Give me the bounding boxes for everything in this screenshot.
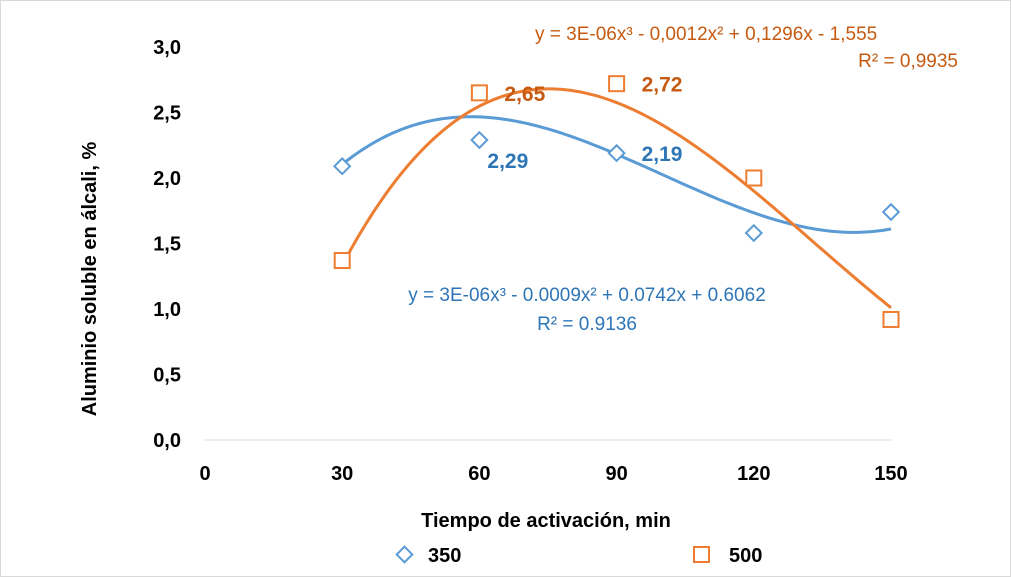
point-350[interactable] [607, 143, 626, 163]
data-label-500: 2,65 [504, 83, 545, 106]
y-tick-label: 1,5 [153, 234, 181, 256]
legend-label-500: 500 [729, 545, 762, 567]
y-axis-ticks: 0,0 0,5 1,0 1,5 2,0 2,5 3,0 [153, 37, 181, 452]
trendline-500 [340, 87, 892, 309]
x-tick-label: 150 [874, 463, 907, 485]
y-axis-title: Aluminio soluble en álcali, % [79, 142, 101, 417]
point-500[interactable] [470, 84, 488, 102]
x-tick-label: 0 [199, 463, 210, 485]
y-tick-label: 0,5 [153, 365, 181, 387]
y-tick-label: 0,0 [153, 430, 181, 452]
y-tick-label: 2,5 [153, 103, 181, 125]
x-tick-label: 30 [331, 463, 353, 485]
x-tick-label: 120 [737, 463, 770, 485]
x-tick-label: 90 [605, 463, 627, 485]
diamond-marker-icon [395, 545, 414, 564]
y-tick-label: 1,0 [153, 299, 181, 321]
x-axis-ticks: 0 30 60 90 120 150 [199, 463, 907, 485]
data-labels: 2,29 2,19 2,65 2,72 [487, 74, 682, 173]
x-tick-label: 60 [468, 463, 490, 485]
y-tick-label: 3,0 [153, 37, 181, 59]
point-500[interactable] [882, 310, 900, 328]
trendline-equation-500: y = 3E-06x³ - 0,0012x² + 0,1296x - 1,555 [535, 24, 877, 45]
point-500[interactable] [745, 169, 763, 187]
legend-item-500[interactable]: 500 [693, 545, 762, 567]
trendline-equation-350: y = 3E-06x³ - 0.0009x² + 0.0742x + 0.606… [408, 285, 766, 306]
point-350[interactable] [744, 223, 763, 243]
y-tick-label: 2,0 [153, 168, 181, 190]
data-label-500: 2,72 [642, 74, 683, 97]
x-axis-title: Tiempo de activación, min [421, 510, 671, 532]
point-500[interactable] [608, 75, 626, 93]
trendline-r2-350: R² = 0.9136 [537, 314, 637, 335]
data-points [333, 75, 901, 328]
legend-label-350: 350 [428, 545, 461, 567]
data-label-350: 2,29 [487, 150, 528, 173]
point-350[interactable] [881, 202, 901, 222]
legend: 350 500 [395, 545, 762, 567]
data-label-350: 2,19 [642, 143, 683, 166]
point-350[interactable] [333, 157, 352, 176]
legend-item-350[interactable]: 350 [395, 545, 462, 567]
point-500[interactable] [333, 252, 351, 270]
square-marker-icon [693, 546, 710, 563]
trendline-r2-500: R² = 0,9935 [858, 51, 958, 72]
point-350[interactable] [470, 130, 489, 150]
